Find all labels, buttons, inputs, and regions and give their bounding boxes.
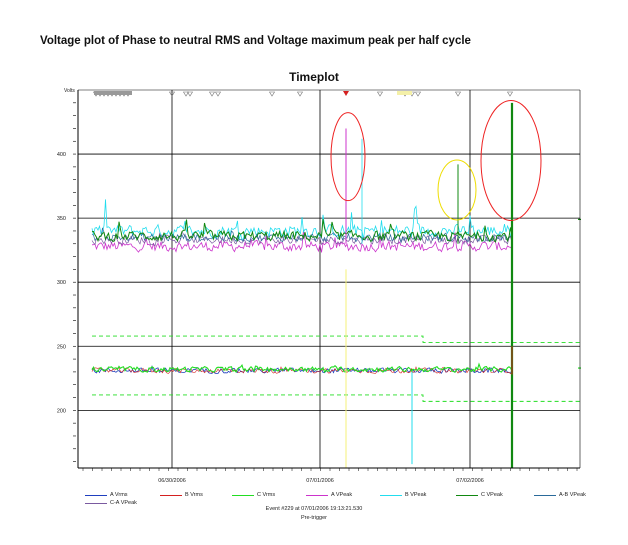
- event-marker: [414, 91, 422, 97]
- highlight-yellow-ellipse: [437, 159, 477, 221]
- series-a-vpeak: [91, 229, 513, 253]
- x-tick-label: 06/30/2006: [158, 478, 186, 484]
- axis-layer: 200 250 300 350 400 Volts 06/30/2006 07/01/2006…: [57, 88, 581, 484]
- event-marker: [296, 91, 304, 97]
- event-marker: [168, 91, 176, 97]
- y-tick-label: 300: [57, 280, 66, 286]
- legend-label: A Vrms: [110, 492, 128, 498]
- legend-swatch: [232, 495, 254, 496]
- y-tick-label: 400: [57, 152, 66, 158]
- legend-swatch: [85, 503, 107, 504]
- y-axis-label: Volts: [64, 88, 75, 94]
- series-c-vrms: [91, 362, 513, 374]
- series-a-vrms: [91, 364, 513, 375]
- overlay-layer: [92, 91, 542, 221]
- legend-label: A-B VPeak: [559, 492, 586, 498]
- event-marker: [214, 91, 222, 97]
- y-tick-label: 200: [57, 408, 66, 414]
- event-marker: [376, 91, 384, 97]
- event-marker: [506, 91, 514, 97]
- y-tick-label: 250: [57, 344, 66, 350]
- x-tick-label: 07/02/2006: [456, 478, 484, 484]
- legend-label: A VPeak: [331, 492, 353, 498]
- chart-title: Timeplot: [289, 70, 339, 84]
- series-c-vpeak: [91, 219, 513, 243]
- x-tick-label: 07/01/2006: [306, 478, 334, 484]
- legend-swatch: [456, 495, 478, 496]
- event-marker: [268, 91, 276, 97]
- legend-swatch: [534, 495, 556, 496]
- event-marker: [208, 91, 216, 97]
- series-b-vrms: [91, 366, 513, 374]
- legend-label: B Vrms: [185, 492, 203, 498]
- page-title: Voltage plot of Phase to neutral RMS and…: [40, 35, 471, 47]
- threshold-line: [92, 335, 580, 343]
- event-marker: [454, 91, 462, 97]
- event-text: Event #229 at 07/01/2006 19:13:21.530: [265, 506, 363, 512]
- series-layer: [91, 102, 581, 468]
- legend-label: C Vrms: [257, 492, 276, 498]
- legend-swatch: [85, 495, 107, 496]
- highlight-red-ellipse: [480, 99, 542, 221]
- threshold-line: [92, 394, 580, 402]
- grid-layer: [78, 90, 580, 468]
- highlight-red-ellipse: [330, 112, 366, 202]
- legend-swatch: [160, 495, 182, 496]
- legend-swatch: [380, 495, 402, 496]
- pre-trigger-text: Pre-trigger: [301, 515, 327, 521]
- event-marker: [182, 91, 190, 97]
- event-marker-cluster: [94, 91, 132, 95]
- series-b-vpeak: [91, 199, 513, 241]
- event-marker-band: [397, 91, 412, 95]
- event-marker: [186, 91, 194, 97]
- legend-label: B VPeak: [405, 492, 427, 498]
- legend-swatch: [306, 495, 328, 496]
- trigger-marker: [343, 91, 349, 96]
- legend-label: C VPeak: [481, 492, 503, 498]
- legend-label: C-A VPeak: [110, 500, 137, 506]
- y-tick-label: 350: [57, 216, 66, 222]
